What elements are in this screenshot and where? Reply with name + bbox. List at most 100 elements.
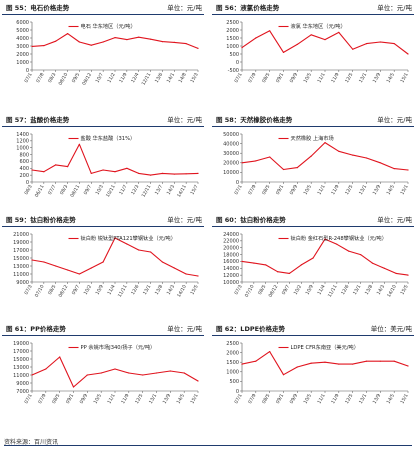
x-tick-label: 15/1 — [189, 393, 199, 405]
x-tick-label: 13/9 — [162, 393, 172, 405]
y-tick-label: 2000 — [16, 52, 29, 58]
x-tick-label: 10/5 — [303, 72, 313, 84]
x-tick-label: 08/12 — [267, 284, 279, 299]
data-point — [114, 171, 116, 173]
data-point — [282, 51, 285, 54]
x-tick-label: 10/3 — [95, 184, 105, 196]
x-tick-label: 08/3 — [47, 72, 57, 84]
x-tick-label: 09/1 — [275, 393, 285, 405]
data-point — [126, 243, 128, 245]
y-tick-label: 9000 — [16, 280, 29, 286]
y-tick-label: 400 — [19, 166, 29, 172]
data-point — [197, 275, 199, 277]
panel-title: 图 57：盐酸价格走势 — [6, 116, 70, 124]
x-tick-label: 12/3 — [130, 184, 140, 196]
panel-unit: 单位：元/吨 — [167, 116, 202, 124]
y-tick-label: 1000 — [16, 146, 29, 152]
x-tick-label: 11/1 — [316, 184, 326, 196]
x-tick-label: 14/3 — [166, 184, 176, 196]
x-tick-label: 13/9 — [372, 72, 382, 84]
x-tick-label: 09/1 — [65, 393, 75, 405]
y-tick-label: 12000 — [223, 273, 239, 279]
y-tick-label: 7000 — [16, 389, 29, 395]
data-point — [150, 251, 152, 253]
x-tick-label: 14/3 — [376, 284, 386, 296]
x-tick-label: 10/7 — [95, 72, 105, 84]
panel-unit: 单位：元/吨 — [167, 216, 202, 224]
y-tick-label: 11000 — [13, 373, 29, 379]
x-tick-label: 15/3 — [189, 72, 199, 84]
data-point — [31, 259, 33, 261]
chart-natural-rubber: 0 10000 20000 30000 40000 50000 07/1 07/9 08/5 09… — [212, 128, 412, 216]
panel-unit: 单位：元/吨 — [377, 116, 412, 124]
data-point — [86, 374, 88, 376]
x-tick-label: 08/5 — [261, 184, 271, 196]
data-point — [269, 156, 271, 158]
x-tick-label: 14/1 — [166, 72, 176, 84]
data-point — [282, 374, 285, 376]
x-tick-label: 09/7 — [83, 184, 93, 196]
x-tick-label: 07/9 — [37, 393, 47, 405]
x-tick-label: 07/9 — [247, 393, 257, 405]
y-tick-label: 1500 — [226, 36, 239, 42]
data-point — [393, 168, 395, 170]
data-point — [269, 351, 271, 353]
data-point — [100, 372, 102, 374]
data-point — [277, 271, 279, 273]
y-tick-label: 0 — [26, 68, 29, 74]
x-tick-label: 06/11 — [34, 184, 46, 199]
y-tick-label: 1000 — [16, 60, 29, 66]
x-tick-label: 10/5 — [93, 393, 103, 405]
panel-unit: 单位：元/吨 — [167, 325, 202, 333]
y-tick-label: 2500 — [226, 20, 239, 26]
x-tick-label: 12/5 — [344, 393, 354, 405]
data-point — [407, 274, 409, 276]
panel-title: 图 58：天然橡胶价格走势 — [216, 116, 293, 124]
data-point — [114, 237, 116, 239]
data-point — [173, 267, 175, 269]
data-point — [379, 162, 381, 164]
x-tick-label: 10/9 — [305, 284, 315, 296]
data-point — [102, 169, 104, 171]
x-tick-label: 13/8 — [154, 284, 164, 296]
x-tick-label: 13/6 — [154, 72, 164, 84]
data-point — [255, 360, 257, 362]
data-point — [183, 372, 185, 374]
x-tick-label: 07/3 — [23, 284, 33, 296]
x-tick-label: 15/5 — [189, 284, 199, 296]
chart-ldpe: 0 500 1000 1500 2000 2500 07/1 07/9 08/5 09/1 09/9… — [212, 337, 412, 425]
y-tick-label: 500 — [229, 52, 239, 58]
x-tick-label: 09/9 — [289, 184, 299, 196]
panel-header-4: 图 59：钛白粉价格走势 单位：元/吨 — [2, 216, 204, 227]
y-tick-label: 1200 — [16, 139, 29, 145]
data-point — [55, 164, 57, 166]
data-point — [288, 272, 290, 274]
x-tick-label: 08/5 — [261, 393, 271, 405]
data-point — [241, 260, 243, 262]
x-tick-label: 10/2 — [83, 284, 93, 296]
panel-unit: 单位：元/吨 — [377, 216, 412, 224]
data-point — [142, 374, 144, 376]
data-point — [269, 30, 271, 32]
data-point — [128, 372, 130, 374]
panel-title: 图 55：电石价格走势 — [6, 4, 70, 12]
data-point — [138, 249, 140, 251]
y-tick-label: 9000 — [16, 381, 29, 387]
x-tick-label: 14/11 — [176, 184, 188, 199]
x-tick-label: 14/8 — [178, 72, 188, 84]
data-point — [241, 162, 243, 164]
legend-label: 液氯 华东地区（元/吨） — [291, 22, 346, 30]
panel-unit: 单位：元/吨 — [377, 4, 412, 12]
series-line — [31, 237, 199, 277]
x-tick-label: 07/9 — [247, 184, 257, 196]
series-line — [31, 33, 199, 49]
x-tick-label: 08/5 — [257, 284, 267, 296]
y-tick-label: 18000 — [223, 252, 239, 258]
x-tick-label: 11/9 — [120, 393, 130, 405]
panel-header-2: 图 57：盐酸价格走势 单位：元/吨 — [2, 116, 204, 127]
series-line — [241, 238, 409, 276]
y-tick-label: 20000 — [223, 161, 239, 167]
y-tick-label: 13000 — [13, 365, 29, 371]
x-tick-label: 15/1 — [399, 72, 409, 84]
x-tick-label: 10/5 — [303, 184, 313, 196]
